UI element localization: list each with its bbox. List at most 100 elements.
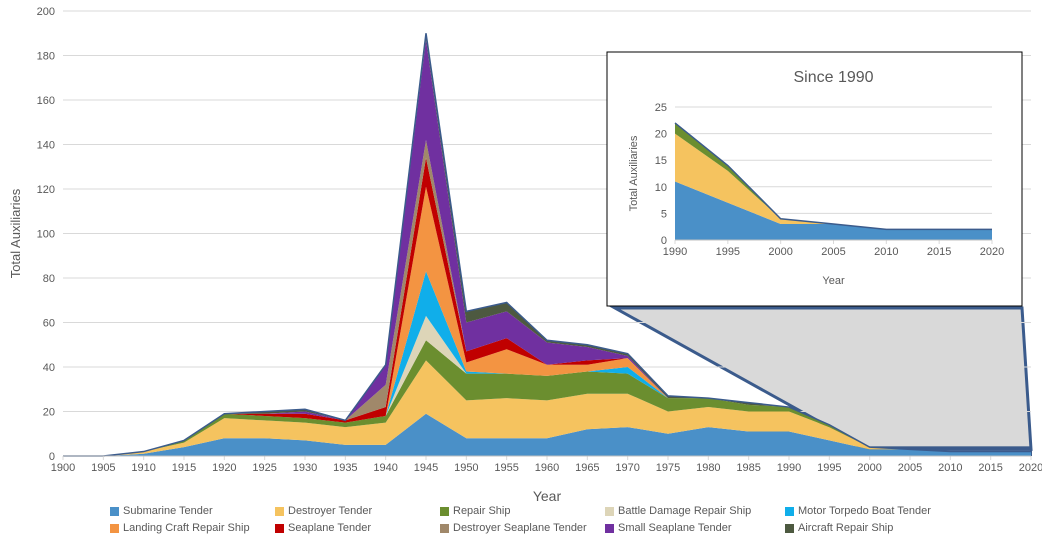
x-tick-label: 1990 bbox=[663, 246, 687, 258]
x-tick-label: 1900 bbox=[51, 462, 75, 474]
x-tick-label: 1910 bbox=[131, 462, 155, 474]
x-tick-label: 1925 bbox=[252, 462, 276, 474]
inset-chart: 0 5 10 15 20 25 1990 1995 2000 2005 2010 2015 2020 S… bbox=[606, 51, 1023, 307]
x-tick-label: 1995 bbox=[817, 462, 841, 474]
y-tick-label: 20 bbox=[43, 407, 55, 419]
x-tick-label: 2020 bbox=[980, 246, 1004, 258]
y-tick-label: 0 bbox=[661, 235, 667, 247]
legend-label: Submarine Tender bbox=[123, 505, 213, 517]
legend-label: Repair Ship bbox=[453, 505, 511, 517]
legend-label: Motor Torpedo Boat Tender bbox=[798, 505, 931, 517]
x-tick-label: 2020 bbox=[1019, 462, 1042, 474]
x-tick-label: 1980 bbox=[696, 462, 720, 474]
x-tick-label: 1905 bbox=[91, 462, 115, 474]
x-tick-label: 2000 bbox=[768, 246, 792, 258]
x-tick-label: 1960 bbox=[535, 462, 559, 474]
legend-label: Destroyer Seaplane Tender bbox=[453, 522, 587, 534]
y-tick-label: 10 bbox=[655, 182, 667, 194]
x-tick-label: 2000 bbox=[857, 462, 881, 474]
legend-item: Destroyer Seaplane Tender bbox=[440, 522, 605, 534]
legend-item: Aircraft Repair Ship bbox=[785, 522, 975, 534]
legend-label: Destroyer Tender bbox=[288, 505, 373, 517]
y-tick-label: 15 bbox=[655, 155, 667, 167]
legend-label: Seaplane Tender bbox=[288, 522, 371, 534]
main-y-axis-label: Total Auxiliaries bbox=[8, 188, 23, 278]
legend-label: Small Seaplane Tender bbox=[618, 522, 732, 534]
legend-swatch bbox=[275, 523, 284, 533]
total-outline bbox=[674, 122, 992, 231]
legend-item: Small Seaplane Tender bbox=[605, 522, 785, 534]
legend-item: Landing Craft Repair Ship bbox=[110, 522, 275, 534]
legend: Submarine Tender Destroyer Tender Repair S… bbox=[110, 505, 1010, 534]
x-tick-label: 2005 bbox=[821, 246, 845, 258]
legend-swatch bbox=[440, 506, 449, 516]
y-tick-label: 40 bbox=[43, 362, 55, 374]
x-tick-label: 2015 bbox=[978, 462, 1002, 474]
x-tick-label: 1915 bbox=[172, 462, 196, 474]
area-destroyer-tender bbox=[63, 360, 1031, 456]
area-series-2 bbox=[675, 133, 992, 230]
area-series-1 bbox=[675, 181, 992, 240]
total-outline bbox=[63, 33, 1031, 457]
x-tick-label: 1945 bbox=[414, 462, 438, 474]
y-tick-label: 60 bbox=[43, 318, 55, 330]
y-tick-label: 120 bbox=[37, 184, 55, 196]
x-tick-label: 1990 bbox=[777, 462, 801, 474]
x-tick-label: 1975 bbox=[656, 462, 680, 474]
legend-label: Landing Craft Repair Ship bbox=[123, 522, 250, 534]
x-tick-label: 1965 bbox=[575, 462, 599, 474]
x-tick-label: 1955 bbox=[494, 462, 518, 474]
x-tick-label: 2015 bbox=[927, 246, 951, 258]
x-tick-label: 1930 bbox=[293, 462, 317, 474]
x-tick-label: 1940 bbox=[373, 462, 397, 474]
inset-axes: 0 5 10 15 20 25 1990 1995 2000 2005 2010 2015 2020 bbox=[655, 102, 1004, 258]
x-tick-label: 2010 bbox=[874, 246, 898, 258]
area-repair-ship bbox=[63, 340, 1031, 456]
x-tick-label: 1935 bbox=[333, 462, 357, 474]
x-tick-label: 1920 bbox=[212, 462, 236, 474]
y-tick-label: 80 bbox=[43, 273, 55, 285]
legend-swatch bbox=[275, 506, 284, 516]
x-tick-label: 1950 bbox=[454, 462, 478, 474]
legend-label: Battle Damage Repair Ship bbox=[618, 505, 752, 517]
x-tick-label: 1995 bbox=[716, 246, 740, 258]
legend-item: Battle Damage Repair Ship bbox=[605, 505, 785, 517]
inset-x-axis-label: Year bbox=[822, 275, 845, 287]
main-x-axis-label: Year bbox=[533, 488, 562, 504]
y-tick-label: 5 bbox=[661, 208, 667, 220]
y-tick-label: 180 bbox=[37, 51, 55, 63]
legend-label: Aircraft Repair Ship bbox=[798, 522, 894, 534]
area-submarine-tender bbox=[63, 413, 1031, 456]
y-tick-label: 100 bbox=[37, 229, 55, 241]
x-tick-label: 1985 bbox=[736, 462, 760, 474]
legend-swatch bbox=[110, 506, 119, 516]
legend-swatch bbox=[785, 506, 794, 516]
y-tick-label: 140 bbox=[37, 140, 55, 152]
main-plot-areas bbox=[63, 33, 1031, 457]
y-tick-label: 0 bbox=[49, 451, 55, 463]
y-tick-label: 25 bbox=[655, 102, 667, 114]
legend-swatch bbox=[605, 506, 614, 516]
y-tick-label: 20 bbox=[655, 129, 667, 141]
x-tick-label: 2005 bbox=[898, 462, 922, 474]
x-tick-label: 2010 bbox=[938, 462, 962, 474]
x-tick-label: 1970 bbox=[615, 462, 639, 474]
legend-item: Motor Torpedo Boat Tender bbox=[785, 505, 975, 517]
inset-y-axis-label: Total Auxiliaries bbox=[628, 135, 640, 211]
legend-item: Destroyer Tender bbox=[275, 505, 440, 517]
y-tick-label: 200 bbox=[37, 6, 55, 18]
legend-item: Repair Ship bbox=[440, 505, 605, 517]
legend-swatch bbox=[785, 523, 794, 533]
y-tick-label: 160 bbox=[37, 95, 55, 107]
inset-plot-areas bbox=[674, 122, 992, 240]
legend-swatch bbox=[440, 523, 449, 533]
legend-swatch bbox=[110, 523, 119, 533]
inset-title: Since 1990 bbox=[793, 69, 873, 86]
legend-item: Seaplane Tender bbox=[275, 522, 440, 534]
legend-swatch bbox=[605, 523, 614, 533]
legend-item: Submarine Tender bbox=[110, 505, 275, 517]
inset-frame bbox=[606, 51, 1023, 307]
